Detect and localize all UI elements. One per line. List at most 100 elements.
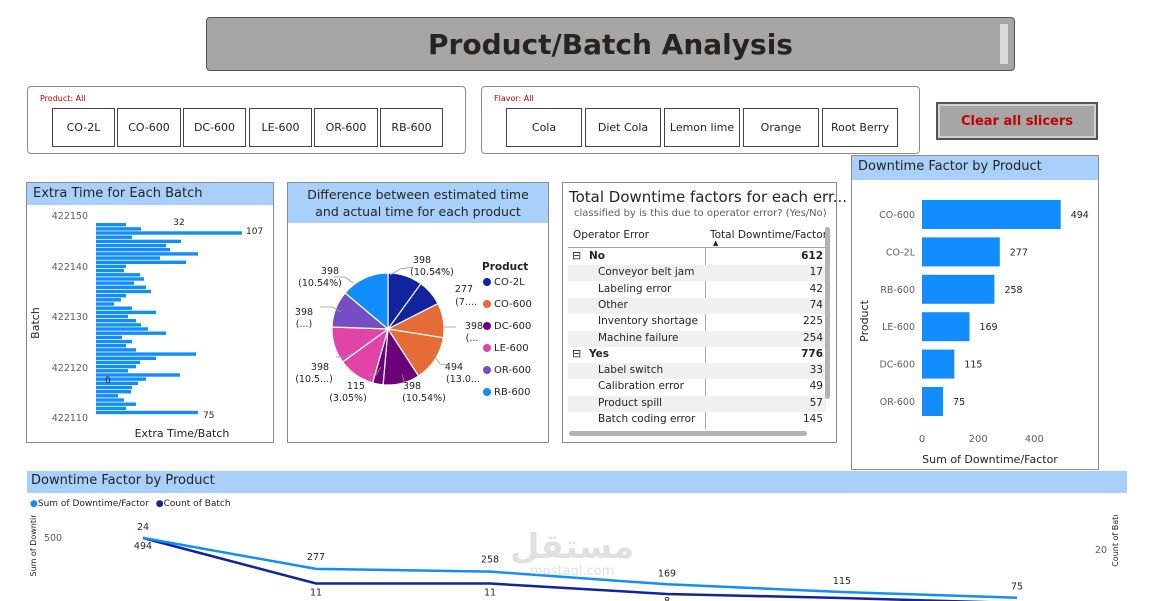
batch-bar[interactable] — [96, 314, 128, 319]
batch-bar[interactable] — [96, 360, 140, 365]
table-row[interactable]: Product spill 57 — [568, 395, 826, 412]
bar[interactable] — [922, 200, 1061, 229]
legend-item-count: Count of Batch — [163, 499, 231, 509]
batch-bar[interactable] — [96, 231, 242, 235]
flavor-chip-diet-cola[interactable]: Diet Cola — [585, 108, 661, 147]
batch-bar[interactable] — [96, 285, 146, 289]
batch-bar[interactable] — [96, 239, 181, 244]
column-header-total-downtime[interactable]: Total Downtime/Factor — [710, 229, 826, 241]
product-chip-dc-600[interactable]: DC-600 — [183, 108, 246, 147]
line-chart-title: Downtime Factor by Product — [27, 471, 1127, 493]
batch-bar[interactable] — [96, 406, 126, 411]
batch-bar[interactable] — [96, 319, 136, 323]
product-chip-rb-600[interactable]: RB-600 — [380, 108, 443, 147]
extra-time-chart-title: Extra Time for Each Batch — [27, 183, 273, 205]
batch-bar[interactable] — [96, 248, 170, 252]
collapse-icon[interactable]: ⊟ — [572, 346, 582, 360]
batch-bar[interactable] — [96, 348, 136, 352]
batch-bar[interactable] — [96, 264, 126, 269]
flavor-chip-root-berry[interactable]: Root Berry — [822, 108, 898, 147]
series-line-sum[interactable] — [142, 536, 1018, 599]
batch-bar[interactable] — [96, 277, 144, 281]
bar[interactable] — [922, 387, 944, 416]
bar[interactable] — [922, 312, 970, 342]
batch-bar[interactable] — [96, 323, 141, 327]
table-row[interactable]: Conveyor belt jam 17 — [568, 265, 826, 282]
vertical-scrollbar[interactable] — [825, 227, 830, 399]
batch-bar[interactable] — [96, 364, 136, 369]
batch-bar[interactable] — [96, 252, 198, 256]
batch-bar[interactable] — [96, 327, 148, 331]
product-chip-le-600[interactable]: LE-600 — [249, 108, 312, 147]
batch-bar[interactable] — [96, 394, 118, 398]
batch-bar[interactable] — [96, 356, 156, 360]
batch-bar[interactable] — [96, 294, 126, 298]
flavor-chip-orange[interactable]: Orange — [743, 108, 819, 147]
table-row[interactable]: Inventory shortage 225 — [568, 314, 826, 330]
legend-item[interactable]: OR-600 — [494, 365, 531, 376]
pie-label-percent: (10.54%) — [298, 278, 342, 289]
batch-bar[interactable] — [96, 260, 186, 264]
table-row[interactable]: Machine failure 254 — [568, 330, 826, 347]
y-tick: 422150 — [52, 211, 88, 222]
batch-bar[interactable] — [96, 310, 156, 315]
pie-chart-panel: Difference between estimated time and ac… — [287, 182, 549, 443]
table-row[interactable]: Label switch 33 — [568, 363, 826, 380]
legend-item[interactable]: DC-600 — [494, 321, 531, 332]
batch-bar[interactable] — [96, 302, 114, 306]
horizontal-scrollbar[interactable] — [569, 431, 807, 436]
legend-item[interactable]: CO-2L — [494, 277, 525, 288]
legend-item[interactable]: RB-600 — [494, 387, 531, 398]
bar[interactable] — [922, 274, 995, 304]
batch-bar[interactable] — [96, 331, 166, 335]
batch-bar[interactable] — [96, 381, 138, 385]
table-row[interactable]: Other 74 — [568, 297, 826, 314]
flavor-chip-cola[interactable]: Cola — [506, 108, 582, 147]
table-group-row[interactable]: ⊟ Yes 776 — [568, 347, 826, 363]
batch-bar[interactable] — [96, 223, 126, 227]
legend-item[interactable]: CO-600 — [494, 299, 532, 310]
flavor-chip-lemon-lime[interactable]: Lemon lime — [664, 108, 740, 147]
batch-bar[interactable] — [96, 377, 146, 381]
product-chip-co-2l[interactable]: CO-2L — [52, 108, 115, 147]
batch-bar[interactable] — [96, 344, 126, 348]
batch-bar[interactable] — [96, 298, 121, 302]
scrollbar-grip[interactable] — [1000, 24, 1008, 64]
batch-bar[interactable] — [96, 385, 132, 390]
batch-bar[interactable] — [96, 373, 180, 377]
batch-bar[interactable] — [96, 410, 198, 415]
batch-bar[interactable] — [96, 235, 132, 239]
clear-slicers-button[interactable]: Clear all slicers — [936, 102, 1098, 140]
batch-bar[interactable] — [96, 352, 196, 356]
table-row[interactable]: Calibration error 49 — [568, 379, 826, 395]
batch-bar[interactable] — [96, 243, 166, 248]
batch-bar[interactable] — [96, 256, 160, 260]
bar[interactable] — [922, 237, 1000, 267]
batch-bar[interactable] — [96, 390, 131, 394]
batch-bar[interactable] — [96, 289, 151, 294]
batch-bar[interactable] — [96, 281, 134, 285]
pie-slice[interactable] — [344, 272, 389, 331]
column-header-operator-error[interactable]: Operator Error — [573, 229, 649, 241]
batch-bar[interactable] — [96, 339, 132, 344]
product-chip-co-600[interactable]: CO-600 — [117, 108, 181, 147]
bar[interactable] — [922, 349, 955, 379]
series-line-count[interactable] — [142, 536, 1017, 601]
pie-label-value: 398 — [311, 362, 329, 373]
pie-label-percent: (10.5...) — [295, 374, 333, 385]
product-chip-or-600[interactable]: OR-600 — [314, 108, 378, 147]
batch-bar[interactable] — [96, 306, 132, 310]
collapse-icon[interactable]: ⊟ — [572, 249, 582, 262]
batch-bar[interactable] — [96, 335, 122, 340]
table-group-row[interactable]: ⊟ No 612 — [568, 249, 826, 265]
table-row[interactable]: Labeling error 42 — [568, 282, 826, 298]
batch-bar[interactable] — [96, 402, 136, 406]
sort-arrow-icon[interactable]: ▲ — [713, 239, 719, 247]
table-row[interactable]: Batch coding error 145 — [568, 412, 826, 428]
legend-item[interactable]: LE-600 — [494, 343, 529, 354]
batch-bar[interactable] — [96, 369, 128, 373]
batch-bar[interactable] — [96, 268, 124, 273]
batch-bar[interactable] — [96, 227, 141, 231]
batch-bar[interactable] — [96, 273, 140, 277]
batch-bar[interactable] — [96, 398, 124, 402]
